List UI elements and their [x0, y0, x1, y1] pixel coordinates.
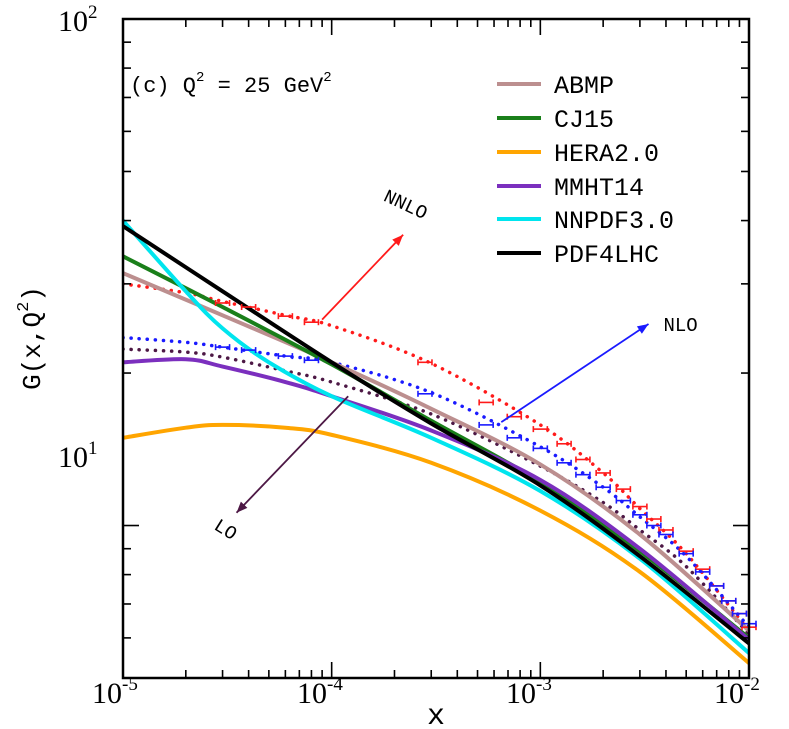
error-point-nnlo [303, 319, 320, 326]
error-point-nlo [277, 353, 294, 360]
error-point-nlo [632, 511, 648, 518]
y-tick-label-100: 102 [58, 2, 98, 38]
error-point-nlo [658, 531, 674, 538]
error-point-nnlo [214, 299, 231, 306]
error-point-nlo [556, 459, 572, 466]
error-point-nlo [506, 434, 523, 441]
legend-label-abmp: ABMP [554, 72, 614, 101]
error-point-nnlo [532, 426, 549, 433]
x-tick-label-1e-4: 10-4 [297, 674, 343, 710]
y-tick-label-10: 101 [58, 438, 98, 474]
x-tick-label-1e-2: 10-2 [714, 674, 760, 710]
arrowhead-lo [236, 501, 248, 513]
series-layer [123, 218, 749, 666]
error-point-nlo [240, 347, 257, 354]
annotation-label-nnlo: NNLO [380, 186, 431, 225]
error-point-nnlo [417, 359, 433, 366]
plot-frame [121, 17, 751, 680]
legend-label-hera: HERA2.0 [554, 140, 659, 169]
error-point-nlo [417, 390, 433, 397]
series-line-hera2-0 [123, 422, 749, 666]
error-point-nnlo [478, 399, 494, 406]
error-point-nlo [575, 471, 591, 478]
error-point-nlo [532, 445, 549, 452]
annotation-label-nlo: NLO [663, 315, 697, 337]
x-tick-label-1e-3: 10-3 [506, 674, 552, 710]
arrowhead-nlo [636, 323, 649, 334]
y-axis-title: G(x,Q2) [15, 286, 48, 390]
error-point-nnlo [632, 503, 648, 510]
error-point-nlo [731, 610, 748, 617]
series-line-nnlo [123, 282, 749, 633]
error-point-nnlo [615, 486, 632, 493]
legend-label-cj15: CJ15 [554, 106, 614, 135]
error-point-nlo [303, 357, 320, 364]
annotation-label-lo: LO [210, 515, 241, 546]
error-point-nnlo [595, 469, 611, 476]
error-point-nlo [678, 550, 694, 557]
error-point-nlo [646, 522, 662, 529]
legend-label-nnpdf: NNPDF3.0 [554, 207, 674, 236]
error-point-nlo [214, 344, 231, 351]
error-point-nnlo [240, 304, 257, 311]
error-point-nlo [478, 421, 494, 428]
arrowhead-nnlo [392, 234, 404, 246]
series-line-mmht14 [123, 357, 749, 642]
arrow-nlo [500, 323, 650, 423]
error-point-nlo [708, 582, 725, 589]
x-axis-title: x [427, 700, 445, 729]
legend-label-pdf4lhc: PDF4LHC [554, 241, 659, 270]
error-point-nnlo [646, 516, 662, 523]
error-point-nlo [720, 597, 737, 604]
error-point-nnlo [556, 440, 572, 447]
error-point-nnlo [277, 313, 294, 320]
legend-label-mmht14: MMHT14 [554, 174, 644, 203]
series-line-abmp [123, 271, 749, 633]
legend: ABMP CJ15 HERA2.0 MMHT14 NNPDF3.0 PDF4LH… [497, 72, 674, 270]
x-tick-label-1e-5: 10-5 [92, 674, 138, 710]
arrow-lo [235, 395, 349, 514]
series-line-pdf4lhc [123, 224, 749, 646]
series-line-lo [123, 347, 749, 637]
error-point-nnlo [575, 456, 591, 463]
panel-label: (c) Q2 = 25 GeV2 [130, 70, 332, 99]
axis-ticks-layer [122, 18, 750, 679]
error-point-nlo [694, 568, 711, 575]
error-point-nlo [615, 497, 632, 504]
arrow-nnlo [321, 234, 404, 321]
error-point-nlo [595, 484, 611, 491]
